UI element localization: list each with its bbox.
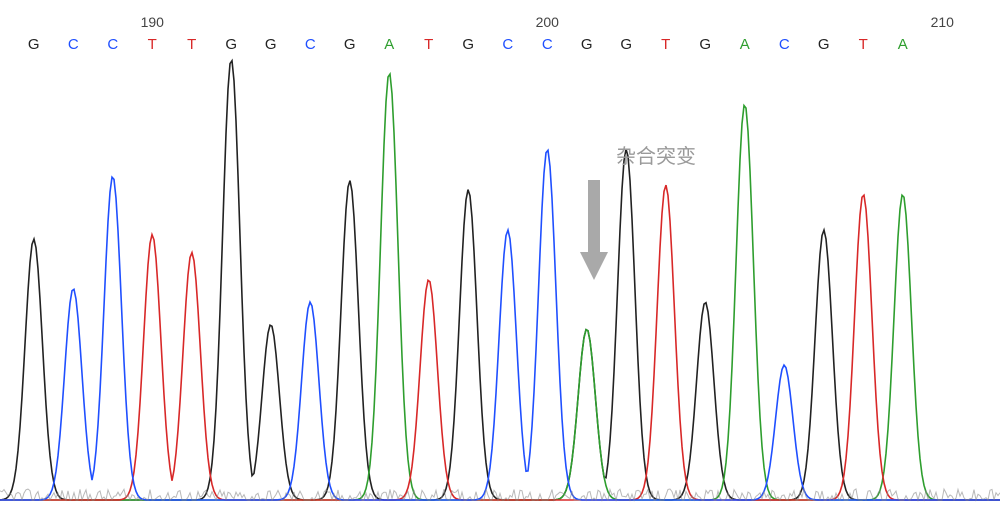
base-call-label: A xyxy=(379,36,399,53)
mutation-annotation-label: 杂合突变 xyxy=(616,140,696,169)
base-call-label: G xyxy=(695,36,715,53)
position-label: 200 xyxy=(527,14,567,30)
base-call-label: A xyxy=(893,36,913,53)
base-call-label: C xyxy=(774,36,794,53)
base-call-label: C xyxy=(537,36,557,53)
base-call-label: T xyxy=(853,36,873,53)
base-call-label: G xyxy=(458,36,478,53)
position-label: 210 xyxy=(922,14,962,30)
base-call-label: G xyxy=(24,36,44,53)
base-call-label: G xyxy=(261,36,281,53)
base-call-label: C xyxy=(63,36,83,53)
base-call-label: G xyxy=(814,36,834,53)
electropherogram-svg xyxy=(0,0,1000,524)
base-call-label: T xyxy=(182,36,202,53)
base-call-label: T xyxy=(656,36,676,53)
base-call-label: G xyxy=(616,36,636,53)
position-label: 190 xyxy=(132,14,172,30)
base-call-label: A xyxy=(735,36,755,53)
base-call-label: T xyxy=(142,36,162,53)
base-call-label: G xyxy=(221,36,241,53)
base-call-label: C xyxy=(103,36,123,53)
base-call-label: C xyxy=(498,36,518,53)
base-call-label: C xyxy=(300,36,320,53)
base-call-label: G xyxy=(340,36,360,53)
base-call-label: G xyxy=(577,36,597,53)
base-call-label: T xyxy=(419,36,439,53)
